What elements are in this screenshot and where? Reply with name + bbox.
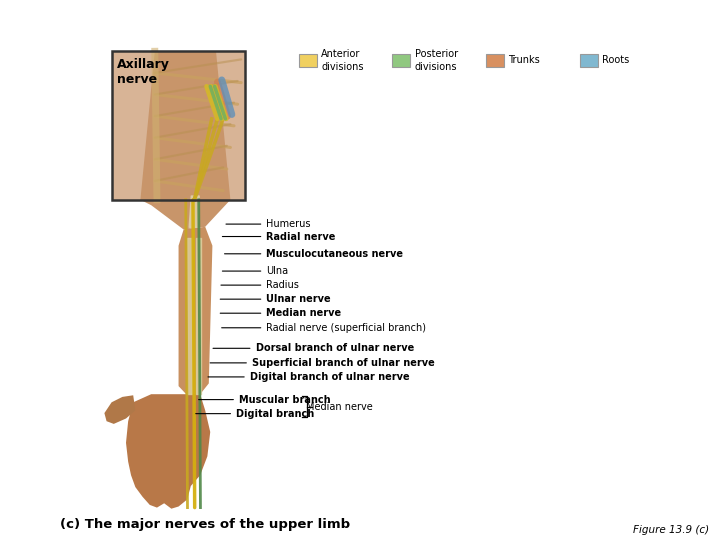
FancyBboxPatch shape — [392, 53, 410, 67]
Text: Ulnar nerve: Ulnar nerve — [266, 294, 331, 304]
Text: Superficial branch of ulnar nerve: Superficial branch of ulnar nerve — [252, 358, 435, 368]
Polygon shape — [104, 395, 135, 424]
Polygon shape — [112, 51, 245, 200]
Polygon shape — [179, 227, 212, 395]
Text: divisions: divisions — [415, 62, 457, 72]
Polygon shape — [126, 394, 210, 509]
Text: Figure 13.9 (c): Figure 13.9 (c) — [633, 524, 709, 535]
Text: Radius: Radius — [266, 280, 300, 290]
Text: Roots: Roots — [602, 56, 629, 65]
Text: Radial nerve: Radial nerve — [266, 232, 336, 241]
Text: divisions: divisions — [321, 62, 364, 72]
FancyBboxPatch shape — [299, 53, 317, 67]
Text: Trunks: Trunks — [508, 56, 540, 65]
Text: Musculocutaneous nerve: Musculocutaneous nerve — [266, 249, 403, 259]
Text: Dorsal branch of ulnar nerve: Dorsal branch of ulnar nerve — [256, 343, 414, 353]
Text: Digital branch of ulnar nerve: Digital branch of ulnar nerve — [250, 372, 410, 382]
Text: Anterior: Anterior — [321, 49, 361, 59]
Text: Ulna: Ulna — [266, 266, 289, 276]
Text: (c) The major nerves of the upper limb: (c) The major nerves of the upper limb — [60, 518, 350, 531]
FancyBboxPatch shape — [112, 51, 245, 200]
Text: Median nerve: Median nerve — [306, 402, 373, 411]
Text: Humerus: Humerus — [266, 219, 311, 229]
Text: Digital branch: Digital branch — [236, 409, 315, 419]
Text: Radial nerve (superficial branch): Radial nerve (superficial branch) — [266, 323, 426, 333]
Text: Median nerve: Median nerve — [266, 308, 341, 318]
Polygon shape — [140, 51, 230, 230]
Text: Posterior: Posterior — [415, 49, 458, 59]
FancyBboxPatch shape — [486, 53, 504, 67]
FancyBboxPatch shape — [580, 53, 598, 67]
Text: Muscular branch: Muscular branch — [239, 395, 330, 404]
Text: Axillary
nerve: Axillary nerve — [117, 58, 170, 86]
